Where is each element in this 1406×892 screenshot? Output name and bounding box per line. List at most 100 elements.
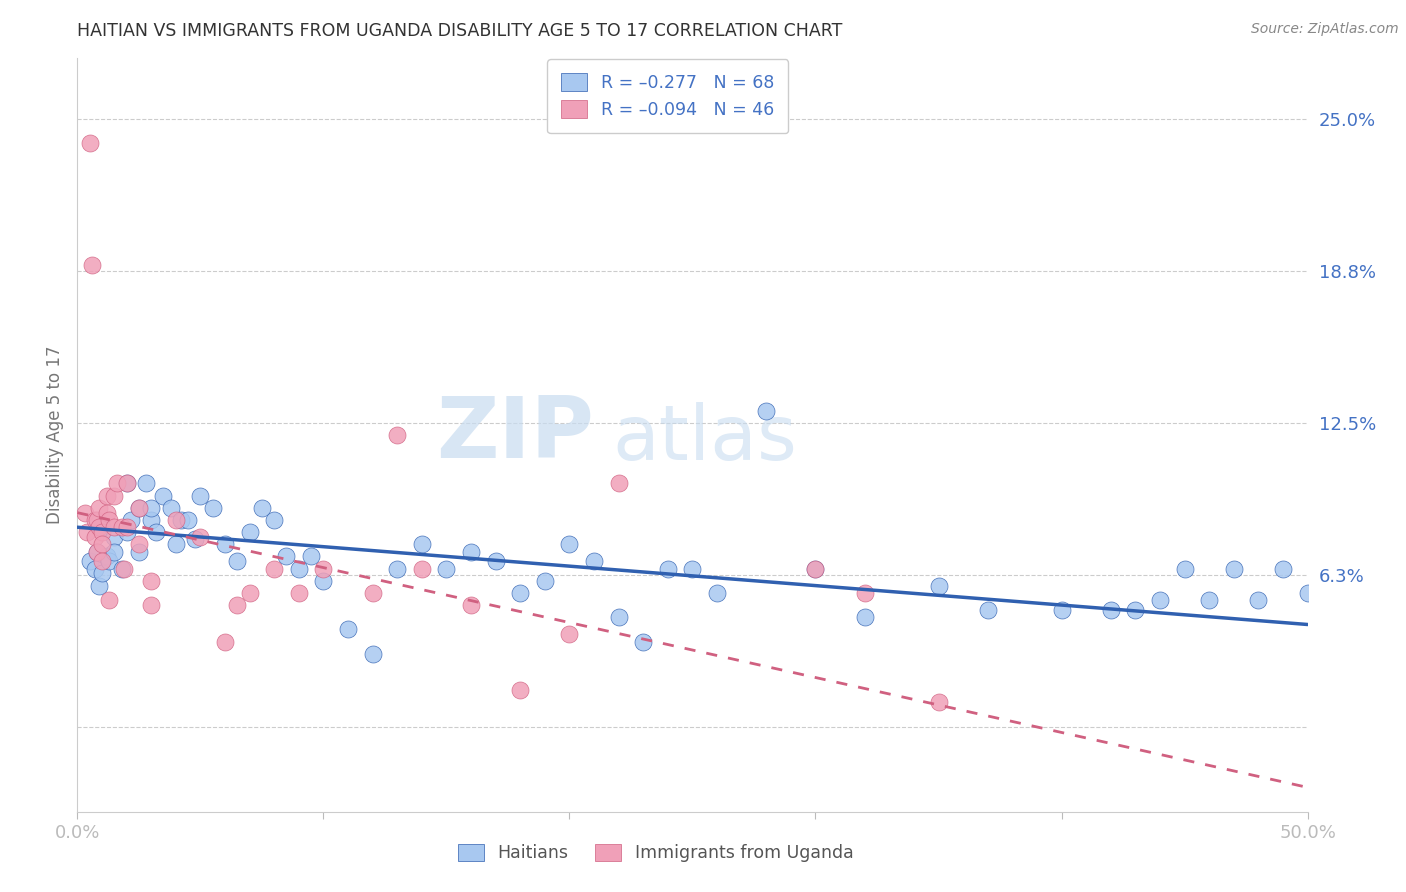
Point bbox=[226, 554, 249, 568]
Point bbox=[141, 574, 163, 588]
Point bbox=[105, 476, 128, 491]
Point bbox=[201, 500, 224, 515]
Point bbox=[82, 258, 104, 272]
Point bbox=[86, 544, 108, 558]
Point bbox=[250, 500, 273, 515]
Point bbox=[103, 544, 125, 558]
Point bbox=[128, 537, 150, 551]
Point bbox=[103, 489, 125, 503]
Point bbox=[103, 530, 125, 544]
Point bbox=[1125, 603, 1147, 617]
Point bbox=[928, 579, 950, 593]
Point bbox=[657, 561, 679, 575]
Text: Source: ZipAtlas.com: Source: ZipAtlas.com bbox=[1251, 22, 1399, 37]
Point bbox=[128, 544, 150, 558]
Point bbox=[558, 627, 581, 641]
Point bbox=[509, 683, 531, 698]
Point bbox=[263, 561, 285, 575]
Point bbox=[73, 506, 96, 520]
Point bbox=[96, 489, 118, 503]
Point bbox=[509, 586, 531, 600]
Point bbox=[387, 561, 409, 575]
Point bbox=[239, 586, 262, 600]
Point bbox=[977, 603, 1000, 617]
Point bbox=[90, 554, 114, 568]
Point bbox=[83, 513, 105, 527]
Point bbox=[411, 537, 433, 551]
Point bbox=[226, 598, 249, 612]
Point bbox=[79, 136, 101, 150]
Point bbox=[1223, 561, 1246, 575]
Point bbox=[263, 513, 285, 527]
Point bbox=[1174, 561, 1197, 575]
Point bbox=[1050, 603, 1073, 617]
Point bbox=[98, 593, 121, 607]
Point bbox=[89, 500, 111, 515]
Point bbox=[190, 530, 212, 544]
Point bbox=[115, 520, 138, 534]
Point bbox=[141, 513, 163, 527]
Point bbox=[111, 561, 132, 575]
Text: HAITIAN VS IMMIGRANTS FROM UGANDA DISABILITY AGE 5 TO 17 CORRELATION CHART: HAITIAN VS IMMIGRANTS FROM UGANDA DISABI… bbox=[77, 22, 842, 40]
Point bbox=[79, 554, 101, 568]
Point bbox=[755, 403, 778, 417]
Point bbox=[111, 520, 132, 534]
Point bbox=[312, 574, 335, 588]
Point bbox=[190, 489, 212, 503]
Point bbox=[558, 537, 581, 551]
Point bbox=[804, 561, 827, 575]
Point bbox=[1272, 561, 1295, 575]
Point bbox=[312, 561, 335, 575]
Point bbox=[115, 476, 138, 491]
Point bbox=[165, 537, 187, 551]
Point bbox=[86, 544, 108, 558]
Point bbox=[141, 598, 163, 612]
Point bbox=[83, 530, 105, 544]
Point bbox=[682, 561, 704, 575]
Point bbox=[86, 513, 108, 527]
Point bbox=[121, 513, 143, 527]
Point bbox=[115, 525, 138, 540]
Point bbox=[1149, 593, 1171, 607]
Point bbox=[103, 520, 125, 534]
Point bbox=[141, 500, 163, 515]
Point bbox=[1296, 586, 1319, 600]
Text: atlas: atlas bbox=[613, 401, 797, 475]
Point bbox=[583, 554, 606, 568]
Point bbox=[1198, 593, 1220, 607]
Text: ZIP: ZIP bbox=[436, 393, 595, 476]
Point bbox=[184, 533, 207, 547]
Point bbox=[288, 586, 311, 600]
Point bbox=[607, 610, 630, 624]
Point bbox=[152, 489, 174, 503]
Point bbox=[804, 561, 827, 575]
Point bbox=[1099, 603, 1122, 617]
Point bbox=[411, 561, 433, 575]
Point bbox=[633, 634, 655, 648]
Point bbox=[98, 513, 121, 527]
Point bbox=[485, 554, 508, 568]
Point bbox=[90, 520, 114, 534]
Point bbox=[337, 623, 360, 637]
Point bbox=[436, 561, 458, 575]
Point bbox=[460, 598, 482, 612]
Point bbox=[361, 586, 384, 600]
Point bbox=[115, 476, 138, 491]
Point bbox=[387, 428, 409, 442]
Point bbox=[96, 506, 118, 520]
Point bbox=[76, 525, 98, 540]
Point bbox=[160, 500, 183, 515]
Point bbox=[128, 500, 150, 515]
Point bbox=[239, 525, 262, 540]
Point bbox=[89, 520, 111, 534]
Point bbox=[853, 586, 876, 600]
Point bbox=[112, 561, 135, 575]
Point bbox=[534, 574, 557, 588]
Y-axis label: Disability Age 5 to 17: Disability Age 5 to 17 bbox=[46, 345, 65, 524]
Legend: Haitians, Immigrants from Uganda: Haitians, Immigrants from Uganda bbox=[451, 837, 860, 870]
Point bbox=[361, 647, 384, 661]
Point bbox=[607, 476, 630, 491]
Point bbox=[90, 537, 114, 551]
Point bbox=[706, 586, 728, 600]
Point bbox=[928, 695, 950, 709]
